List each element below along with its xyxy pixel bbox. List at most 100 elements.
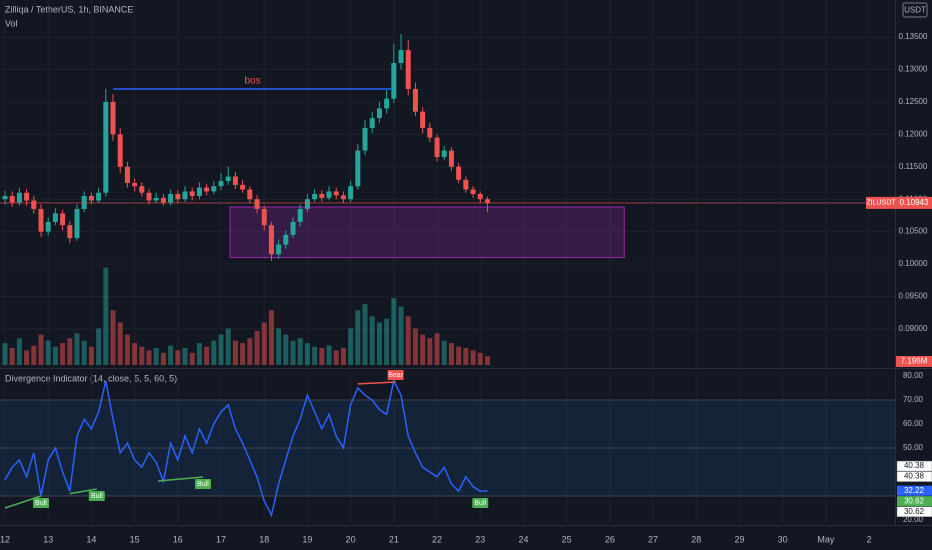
indicator-badge-label: 40.38	[904, 461, 925, 470]
indicator-tick-label: 20.00	[903, 515, 924, 524]
volume-bar	[376, 322, 382, 365]
candle-body	[52, 213, 58, 222]
volume-bar	[319, 347, 325, 365]
candle-body	[247, 189, 253, 200]
x-tick-label: 30	[778, 534, 788, 544]
candle-body	[117, 134, 123, 167]
x-tick-label: 13	[43, 534, 53, 544]
x-tick-label: 21	[389, 534, 399, 544]
volume-bar	[31, 345, 37, 365]
divergence-badge	[472, 498, 489, 509]
x-tick-label: 18	[259, 534, 269, 544]
candle-body	[204, 187, 210, 192]
candle-body	[376, 108, 382, 119]
candle-body	[319, 194, 325, 198]
candle-body	[463, 179, 469, 190]
candle-body	[2, 195, 8, 200]
last-price-badge	[896, 196, 932, 209]
volume-bar	[96, 328, 102, 365]
indicator-badge-label: 30.62	[904, 507, 925, 516]
volume-bar	[261, 322, 267, 365]
volume-bar	[412, 328, 418, 365]
volume-bar	[110, 310, 116, 365]
volume-bar	[477, 352, 483, 365]
candle-body	[398, 50, 404, 64]
volume-bar	[247, 338, 253, 365]
candle-body	[153, 197, 159, 201]
y-tick-label: 0.09500	[899, 292, 928, 301]
volume-bar	[204, 346, 210, 365]
candle-body	[160, 197, 166, 203]
volume-bar	[146, 350, 152, 365]
divergence-label: Bull	[474, 500, 486, 507]
y-tick-label: 0.12500	[899, 97, 928, 106]
last-price-label: 0.10943	[900, 198, 929, 207]
candle-body	[369, 118, 375, 128]
x-tick-label: 29	[734, 534, 744, 544]
symbol-label: ZILUSDT	[866, 200, 896, 207]
volume-bar	[182, 347, 188, 365]
candle-body	[124, 166, 130, 183]
candle-body	[96, 192, 102, 201]
divergence-label: Bull	[197, 481, 209, 488]
x-tick-label: 12	[0, 534, 10, 544]
indicator-line	[4, 378, 488, 518]
volume-bar	[139, 346, 145, 365]
candle-body	[405, 50, 411, 89]
candle-body	[81, 195, 87, 209]
y-tick-label: 0.12000	[899, 129, 928, 138]
candle-body	[384, 98, 390, 109]
x-tick-label: 19	[302, 534, 312, 544]
volume-bar	[38, 334, 44, 365]
volume-bar	[218, 334, 224, 365]
divergence-badge	[195, 479, 212, 490]
volume-bar	[283, 334, 289, 365]
volume-bar	[74, 333, 80, 365]
volume-bar	[434, 333, 440, 365]
candle-body	[103, 101, 109, 193]
volume-bar	[45, 340, 51, 365]
volume-bar	[484, 356, 490, 365]
candle-body	[456, 166, 462, 180]
candle-body	[132, 182, 138, 187]
candle-body	[283, 234, 289, 245]
candle-body	[268, 225, 274, 255]
divergence-label: Bull	[35, 500, 47, 507]
volume-bar	[427, 338, 433, 365]
volume-bar	[211, 340, 217, 365]
indicator-tick-label: 50.00	[903, 443, 924, 452]
volume-bar	[405, 316, 411, 365]
volume-bar	[254, 330, 260, 365]
indicator-badge-label: 32.22	[904, 486, 925, 495]
volume-bar	[240, 343, 246, 365]
volume-bar	[326, 345, 332, 365]
candle-body	[362, 127, 368, 151]
volume-bar	[355, 310, 361, 365]
volume-bar	[340, 347, 346, 365]
indicator-tick-label: 80.00	[903, 371, 924, 380]
y-tick-label: 0.13500	[899, 32, 928, 41]
currency-badge[interactable]	[902, 2, 928, 18]
volume-bar	[441, 340, 447, 365]
candle-body	[333, 191, 339, 196]
zone	[229, 206, 625, 259]
x-tick-label: 24	[518, 534, 528, 544]
indicator-badge	[897, 485, 932, 496]
candle-body	[412, 88, 418, 112]
candle-body	[9, 195, 15, 203]
candle-body	[427, 127, 433, 138]
indicator-badge	[897, 496, 932, 507]
x-tick-label: 23	[475, 534, 485, 544]
volume-bar	[168, 345, 174, 365]
candle-body	[182, 191, 188, 200]
y-tick-label: 0.10500	[899, 227, 928, 236]
volume-bar	[463, 347, 469, 365]
volume-badge	[896, 356, 932, 367]
volume-title: Vol	[5, 18, 18, 28]
x-tick-label: 27	[648, 534, 658, 544]
candle-body	[254, 199, 260, 209]
candle-body	[88, 195, 94, 201]
volume-bar	[24, 350, 30, 365]
candle-body	[24, 192, 30, 201]
